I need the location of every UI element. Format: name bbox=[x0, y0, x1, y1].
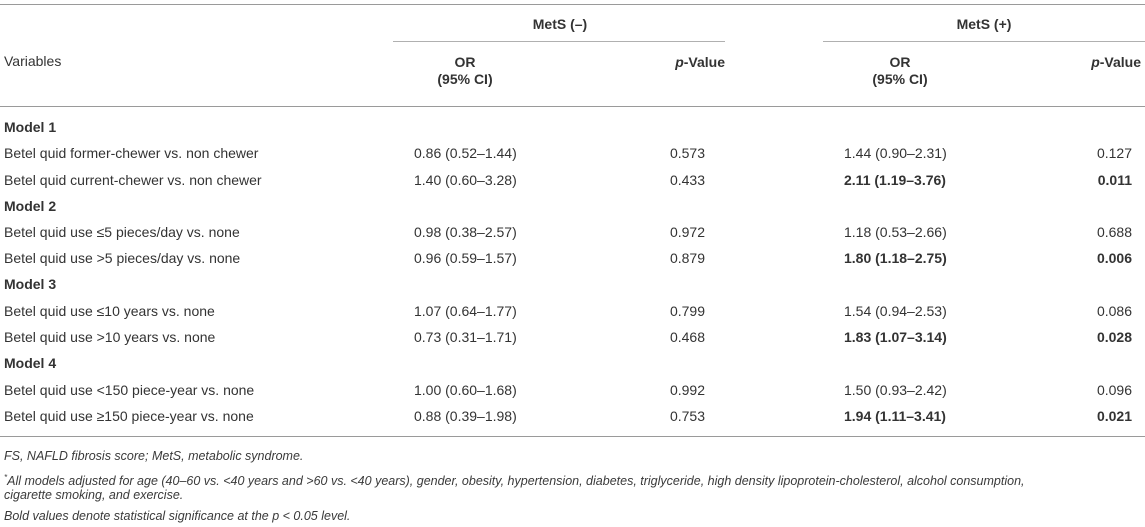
or-cell-mets-pos-significant: 1.80 (1.18–2.75) bbox=[844, 250, 947, 266]
row-label: Betel quid use >5 pieces/day vs. none bbox=[4, 250, 241, 266]
or-cell-mets-pos-significant: 1.94 (1.11–3.41) bbox=[844, 408, 946, 424]
model-2-label: Model 2 bbox=[4, 198, 57, 214]
group1-underline bbox=[393, 41, 725, 42]
footnote-adjustment: *All models adjusted for age (40–60 vs. … bbox=[4, 470, 1025, 489]
p-cell-mets-pos-significant: 0.006 bbox=[1096, 250, 1132, 266]
or-cell-mets-neg: 0.88 (0.39–1.98) bbox=[414, 408, 517, 424]
p-cell-mets-neg: 0.799 bbox=[669, 303, 705, 319]
footnote-adjustment-cont: cigarette smoking, and exercise. bbox=[4, 488, 184, 502]
or-cell-mets-pos: 1.18 (0.53–2.66) bbox=[844, 224, 947, 240]
or-cell-mets-neg: 1.07 (0.64–1.77) bbox=[414, 303, 517, 319]
p-cell-mets-neg: 0.573 bbox=[669, 145, 705, 161]
footnote-abbreviations: FS, NAFLD fibrosis score; MetS, metaboli… bbox=[4, 449, 304, 463]
variables-header: Variables bbox=[4, 53, 62, 69]
header-bottom-rule bbox=[0, 106, 1145, 107]
or-cell-mets-neg: 0.98 (0.38–2.57) bbox=[414, 224, 517, 240]
p-cell-mets-neg: 0.753 bbox=[669, 408, 705, 424]
or-cell-mets-pos: 1.54 (0.94–2.53) bbox=[844, 303, 947, 319]
p-cell-mets-pos-significant: 0.021 bbox=[1096, 408, 1132, 424]
or-cell-mets-neg: 0.96 (0.59–1.57) bbox=[414, 250, 517, 266]
p-header-2-rest: -Value bbox=[1099, 54, 1141, 70]
or-header-1: OR (95% CI) bbox=[385, 54, 545, 88]
or-header-1-line2: (95% CI) bbox=[437, 71, 493, 87]
group-header-mets-positive: MetS (+) bbox=[956, 16, 1012, 32]
p-header-1: p-Value bbox=[600, 54, 725, 71]
or-cell-mets-neg: 0.86 (0.52–1.44) bbox=[414, 145, 517, 161]
p-header-1-rest: -Value bbox=[683, 54, 725, 70]
footnote-significance: Bold values denote statistical significa… bbox=[4, 509, 351, 523]
table-bottom-rule bbox=[0, 436, 1145, 437]
row-label: Betel quid use <150 piece-year vs. none bbox=[4, 382, 255, 398]
or-header-2-line1: OR bbox=[889, 54, 911, 70]
p-cell-mets-pos-significant: 0.011 bbox=[1097, 172, 1132, 188]
p-header-2: p-Value bbox=[1020, 54, 1141, 71]
p-header-1-italic: p bbox=[675, 54, 684, 70]
row-label: Betel quid use ≤10 years vs. none bbox=[4, 303, 215, 319]
p-cell-mets-pos: 0.688 bbox=[1096, 224, 1132, 240]
or-header-1-line1: OR bbox=[454, 54, 476, 70]
or-cell-mets-pos: 1.50 (0.93–2.42) bbox=[844, 382, 947, 398]
footnote-star: * bbox=[4, 473, 8, 482]
or-cell-mets-pos-significant: 2.11 (1.19–3.76) bbox=[844, 172, 946, 188]
p-cell-mets-neg: 0.468 bbox=[669, 329, 705, 345]
model-4-label: Model 4 bbox=[4, 355, 57, 371]
or-cell-mets-neg: 1.00 (0.60–1.68) bbox=[414, 382, 517, 398]
row-label: Betel quid current-chewer vs. non chewer bbox=[4, 172, 262, 188]
p-header-2-italic: p bbox=[1091, 54, 1100, 70]
or-cell-mets-pos: 1.44 (0.90–2.31) bbox=[844, 145, 947, 161]
p-cell-mets-neg: 0.972 bbox=[669, 224, 705, 240]
group-header-mets-negative: MetS (–) bbox=[532, 16, 588, 32]
or-cell-mets-neg: 0.73 (0.31–1.71) bbox=[414, 329, 517, 345]
p-cell-mets-neg: 0.879 bbox=[669, 250, 705, 266]
row-label: Betel quid use ≤5 pieces/day vs. none bbox=[4, 224, 240, 240]
footnote-adjustment-text: All models adjusted for age (40–60 vs. <… bbox=[7, 474, 1025, 489]
table-top-rule bbox=[0, 4, 1145, 5]
model-3-label: Model 3 bbox=[4, 276, 57, 292]
p-cell-mets-neg: 0.992 bbox=[669, 382, 705, 398]
row-label: Betel quid use >10 years vs. none bbox=[4, 329, 216, 345]
group2-underline bbox=[823, 41, 1145, 42]
or-cell-mets-pos-significant: 1.83 (1.07–3.14) bbox=[844, 329, 947, 345]
p-cell-mets-neg: 0.433 bbox=[669, 172, 705, 188]
model-1-label: Model 1 bbox=[4, 119, 57, 135]
row-label: Betel quid use ≥150 piece-year vs. none bbox=[4, 408, 254, 424]
or-header-2: OR (95% CI) bbox=[820, 54, 980, 88]
or-cell-mets-neg: 1.40 (0.60–3.28) bbox=[414, 172, 517, 188]
p-cell-mets-pos: 0.086 bbox=[1096, 303, 1132, 319]
p-cell-mets-pos: 0.096 bbox=[1096, 382, 1132, 398]
row-label: Betel quid former-chewer vs. non chewer bbox=[4, 145, 259, 161]
or-header-2-line2: (95% CI) bbox=[872, 71, 928, 87]
p-cell-mets-pos: 0.127 bbox=[1096, 145, 1132, 161]
p-cell-mets-pos-significant: 0.028 bbox=[1096, 329, 1132, 345]
